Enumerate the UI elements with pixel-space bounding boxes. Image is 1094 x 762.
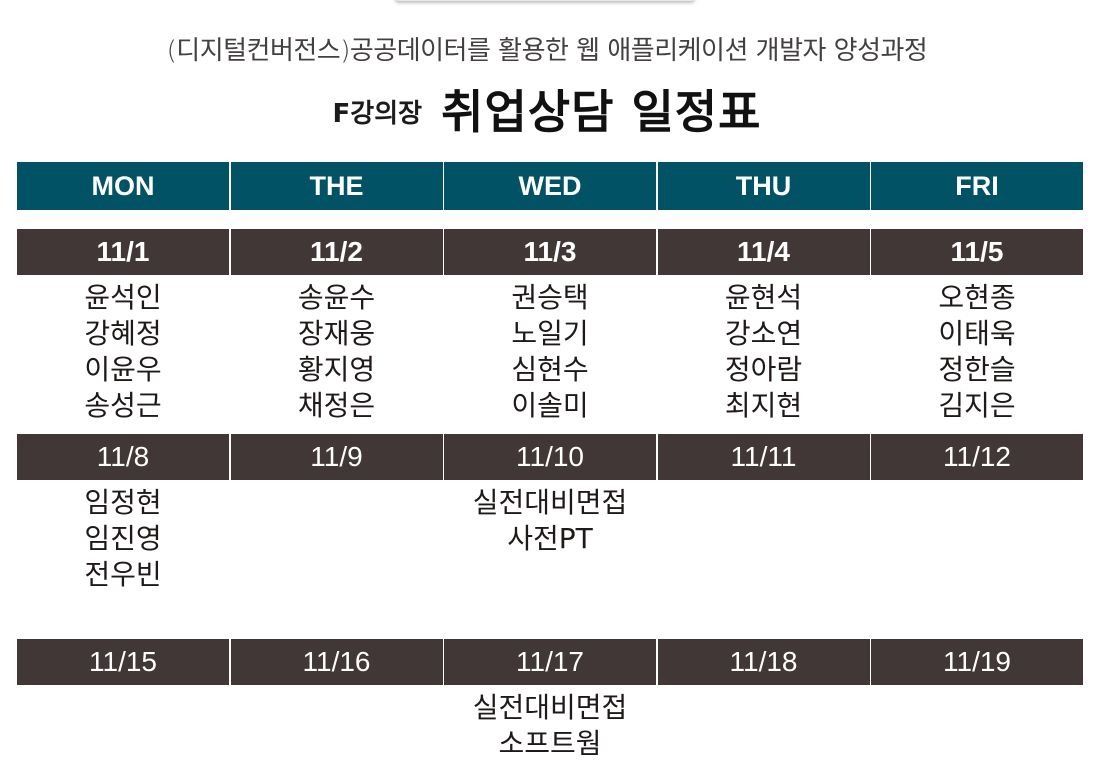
date-cell: 11/1 <box>17 229 229 275</box>
date-cell: 11/15 <box>17 639 229 685</box>
entry-name: 장재웅 <box>297 317 376 350</box>
week1-names-row: 윤석인 강혜정 이윤우 송성근 송윤수 장재웅 황지영 채정은 권승택 노일기 … <box>17 276 1083 424</box>
date-cell: 11/9 <box>230 434 443 480</box>
entry-name: 정아람 <box>724 353 803 386</box>
date-cell: 11/19 <box>871 639 1083 685</box>
day-entries: 송윤수 장재웅 황지영 채정은 <box>231 276 443 424</box>
entry-name: 실전대비면접 <box>472 486 628 519</box>
entry-name: 송윤수 <box>297 281 376 314</box>
date-cell: 11/4 <box>657 229 870 275</box>
day-entries <box>231 481 443 593</box>
weekday-wed: WED <box>444 162 656 210</box>
entry-name: 소프트웜 <box>498 727 602 760</box>
entry-name: 노일기 <box>511 317 589 350</box>
date-cell: 11/8 <box>17 434 229 480</box>
date-cell: 11/3 <box>444 229 656 275</box>
day-entries <box>658 481 870 593</box>
date-cell: 11/11 <box>657 434 870 480</box>
entry-name: 정한슬 <box>938 353 1016 386</box>
entry-name: 최지현 <box>724 389 803 422</box>
day-entries: 실전대비면접 소프트웜 <box>444 686 656 762</box>
day-entries <box>658 686 870 762</box>
day-entries: 임정현 임진영 전우빈 <box>17 481 229 593</box>
entry-name: 강혜정 <box>84 317 162 350</box>
week2-names-row: 임정현 임진영 전우빈 실전대비면접 사전PT <box>17 481 1083 593</box>
day-entries <box>231 686 443 762</box>
page-title: F강의장 취업상담 일정표 <box>0 76 1094 142</box>
room-label: F강의장 <box>332 99 423 129</box>
date-cell: 11/10 <box>444 434 656 480</box>
schedule-title: 취업상담 일정표 <box>441 85 762 139</box>
top-tab-decoration <box>395 0 695 1</box>
entry-name: 실전대비면접 <box>472 691 628 724</box>
weekday-thu: THU <box>657 162 870 210</box>
day-entries: 실전대비면접 사전PT <box>444 481 656 593</box>
weekday-fri: FRI <box>871 162 1083 210</box>
day-entries: 권승택 노일기 심현수 이솔미 <box>444 276 656 424</box>
entry-name: 오현종 <box>938 281 1016 314</box>
date-cell: 11/16 <box>230 639 443 685</box>
entry-name: 심현수 <box>511 353 589 386</box>
entry-name: 황지영 <box>297 353 376 386</box>
day-entries: 윤석인 강혜정 이윤우 송성근 <box>17 276 229 424</box>
entry-name: 이태욱 <box>938 317 1016 350</box>
entry-name: 임진영 <box>84 522 162 555</box>
entry-name: 사전PT <box>507 522 593 555</box>
week2-date-row: 11/8 11/9 11/10 11/11 11/12 <box>17 434 1083 480</box>
week3-date-row: 11/15 11/16 11/17 11/18 11/19 <box>17 639 1083 685</box>
entry-name: 전우빈 <box>84 558 162 591</box>
date-cell: 11/18 <box>657 639 870 685</box>
entry-name: 윤석인 <box>84 281 162 314</box>
weekday-mon: MON <box>17 162 229 210</box>
weekday-tue: THE <box>230 162 443 210</box>
date-cell: 11/2 <box>230 229 443 275</box>
entry-name: 윤현석 <box>724 281 803 314</box>
entry-name: 송성근 <box>84 389 162 422</box>
week3-names-row: 실전대비면접 소프트웜 <box>17 686 1083 762</box>
entry-name: 권승택 <box>511 281 589 314</box>
course-subtitle: (디지털컨버전스)공공데이터를 활용한 웹 애플리케이션 개발자 양성과정 <box>166 36 928 66</box>
entry-name: 채정은 <box>297 389 376 422</box>
week1-date-row: 11/1 11/2 11/3 11/4 11/5 <box>17 229 1083 275</box>
day-entries <box>871 686 1083 762</box>
entry-name: 임정현 <box>84 486 162 519</box>
date-cell: 11/12 <box>871 434 1083 480</box>
day-entries: 오현종 이태욱 정한슬 김지은 <box>871 276 1083 424</box>
entry-name: 이솔미 <box>511 389 589 422</box>
weekday-header-row: MON THE WED THU FRI <box>17 162 1083 210</box>
day-entries: 윤현석 강소연 정아람 최지현 <box>658 276 870 424</box>
entry-name: 이윤우 <box>84 353 162 386</box>
entry-name: 김지은 <box>938 389 1016 422</box>
date-cell: 11/17 <box>444 639 656 685</box>
date-cell: 11/5 <box>871 229 1083 275</box>
day-entries <box>17 686 229 762</box>
day-entries <box>871 481 1083 593</box>
entry-name: 강소연 <box>724 317 803 350</box>
